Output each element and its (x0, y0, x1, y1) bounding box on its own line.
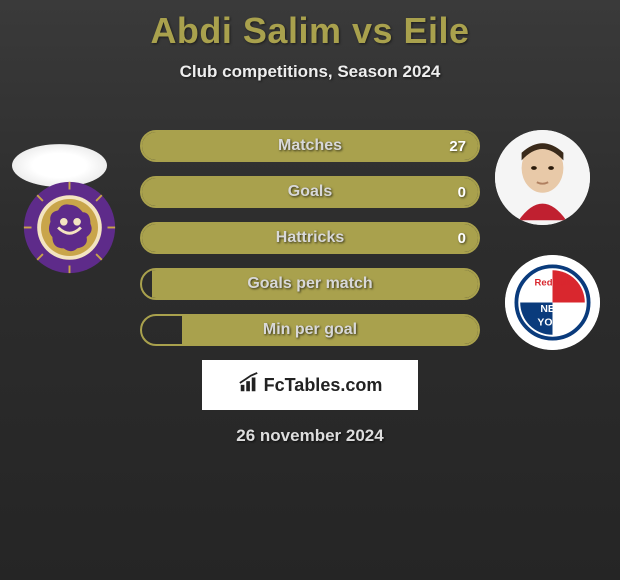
stat-row-goals: Goals 0 (140, 176, 480, 208)
chart-icon (238, 372, 260, 399)
svg-text:RedBull: RedBull (535, 277, 571, 288)
svg-text:YORK: YORK (537, 317, 568, 328)
stat-row-goals-per-match: Goals per match (140, 268, 480, 300)
stat-value-right: 0 (458, 230, 466, 247)
stat-label: Hattricks (276, 229, 344, 247)
stat-row-min-per-goal: Min per goal (140, 314, 480, 346)
stat-value-right: 27 (449, 138, 466, 155)
stat-label: Goals per match (247, 275, 372, 293)
stat-row-hattricks: Hattricks 0 (140, 222, 480, 254)
stat-label: Matches (278, 137, 342, 155)
player2-club-badge: RedBull NEW YORK (505, 255, 600, 350)
stat-value-right: 0 (458, 184, 466, 201)
subtitle: Club competitions, Season 2024 (0, 62, 620, 82)
stat-row-matches: Matches 27 (140, 130, 480, 162)
stat-label: Min per goal (263, 321, 357, 339)
svg-text:NEW: NEW (540, 304, 564, 315)
page-title: Abdi Salim vs Eile (0, 0, 620, 52)
date-text: 26 november 2024 (0, 426, 620, 446)
player1-club-badge (22, 180, 117, 275)
player2-avatar (495, 130, 590, 225)
brand-text: FcTables.com (264, 375, 383, 396)
stats-container: Matches 27 Goals 0 Hattricks 0 Goals per… (140, 130, 480, 346)
brand-box[interactable]: FcTables.com (202, 360, 418, 410)
stat-label: Goals (288, 183, 332, 201)
